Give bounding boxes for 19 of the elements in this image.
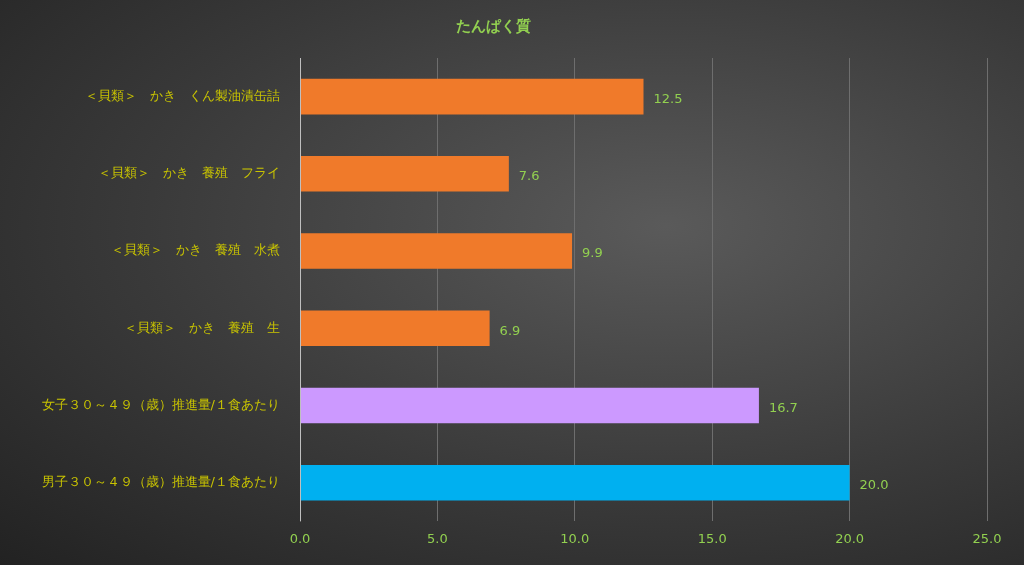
data-label: 9.9 [582, 245, 603, 261]
data-label: 12.5 [653, 90, 683, 106]
x-tick-label: 15.0 [697, 530, 727, 546]
x-tick-label: 25.0 [972, 530, 1002, 546]
x-tick-label: 10.0 [560, 530, 590, 546]
y-tick-label: 男子３０～４９（歳）推進量/１食あたり [41, 474, 280, 490]
x-tick-label: 20.0 [835, 530, 865, 546]
chart-title: たんぱく質 [456, 16, 531, 35]
x-tick-label: 5.0 [427, 530, 448, 546]
x-tick-label: 0.0 [289, 530, 311, 546]
y-tick-label: ＜貝類＞ かき 養殖 水煮 [111, 242, 280, 258]
data-label: 20.0 [859, 477, 889, 493]
y-tick-label: ＜貝類＞ かき 養殖 生 [124, 319, 280, 335]
y-tick-label: 女子３０～４９（歳）推進量/１食あたり [41, 396, 280, 412]
data-label: 16.7 [768, 399, 798, 415]
data-label: 6.9 [499, 322, 521, 338]
y-tick-label: ＜貝類＞ かき 養殖 フライ [98, 165, 280, 181]
data-label: 7.6 [518, 168, 540, 184]
y-tick-label: ＜貝類＞ かき くん製油漬缶詰 [85, 87, 280, 103]
